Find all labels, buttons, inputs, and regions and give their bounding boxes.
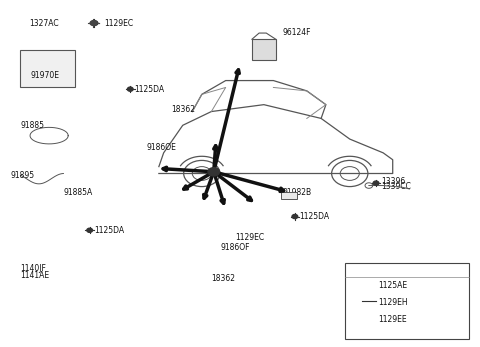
Text: 1129EC: 1129EC [104,19,133,28]
Text: 91885: 91885 [21,121,45,130]
Text: 1125DA: 1125DA [134,85,164,94]
Text: 9186OF: 9186OF [221,243,251,252]
Circle shape [91,21,98,25]
Text: 96124F: 96124F [283,28,312,37]
Text: 1125AE: 1125AE [378,281,408,290]
FancyBboxPatch shape [21,50,75,87]
Text: 1129EH: 1129EH [378,298,408,307]
Text: 18362: 18362 [211,274,235,283]
Text: 1129EC: 1129EC [235,233,264,242]
Text: 18362: 18362 [171,105,195,114]
Text: 13396: 13396 [381,177,405,186]
Text: 1339CC: 1339CC [381,182,411,191]
Circle shape [87,228,93,232]
Text: 1141AE: 1141AE [21,271,49,280]
Circle shape [373,181,379,185]
Text: 91895: 91895 [11,171,35,180]
Circle shape [127,87,133,91]
Bar [345,263,469,339]
Text: 91970E: 91970E [30,71,59,80]
Text: 91885A: 91885A [63,188,93,197]
Text: 9186OE: 9186OE [147,143,177,152]
Bar [252,39,276,60]
Circle shape [361,299,367,303]
Text: 1327AC: 1327AC [29,19,59,28]
Circle shape [90,21,97,25]
Bar [281,192,297,199]
Circle shape [292,214,298,219]
Text: 1129EE: 1129EE [378,315,407,324]
Circle shape [208,168,219,176]
Text: 1125DA: 1125DA [95,226,125,235]
Text: 1140JF: 1140JF [21,264,47,273]
Text: 91982B: 91982B [283,188,312,197]
Text: 1125DA: 1125DA [299,212,329,221]
